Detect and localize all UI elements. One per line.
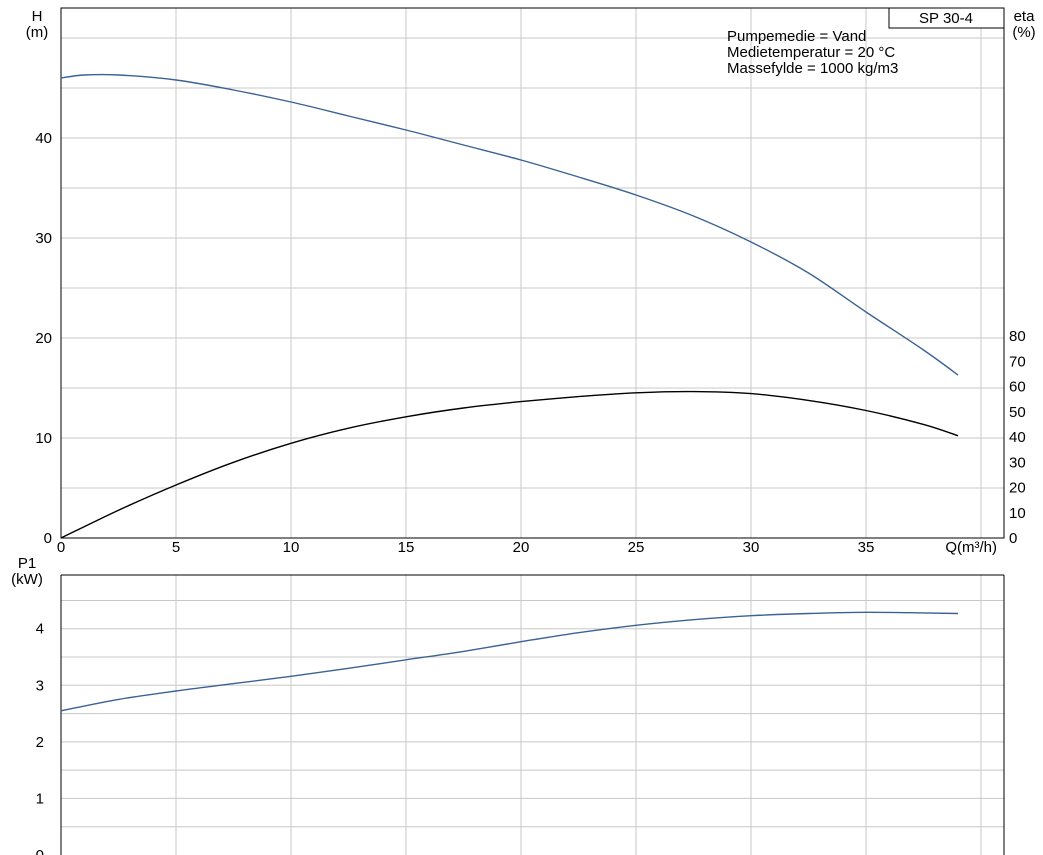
pump-model-tag — [888, 7, 1005, 29]
efficiency-curve — [60, 390, 959, 539]
power-tick-label: 3 — [36, 677, 44, 694]
flow-axis-label: Q(m³/h) — [945, 539, 997, 556]
flow-tick-label: 0 — [57, 539, 65, 556]
legend-medium: Pumpemedie = Vand — [727, 28, 866, 45]
flow-tick-label: 25 — [628, 539, 645, 556]
efficiency-tick-label: 50 — [1009, 404, 1026, 421]
efficiency-axis-unit: (%) — [1012, 24, 1035, 41]
pump-model-label: SP 30-4 — [919, 10, 973, 27]
efficiency-tick-label: 30 — [1009, 454, 1026, 471]
power-series — [60, 611, 959, 712]
head-grid — [61, 8, 1004, 538]
legend-density: Massefylde = 1000 kg/m3 — [727, 60, 898, 77]
head-tick-label: 0 — [44, 530, 52, 547]
efficiency-axis-ticks: 0 10 20 30 40 50 60 70 80 — [1009, 328, 1026, 547]
flow-tick-label: 35 — [858, 539, 875, 556]
flow-tick-label: 20 — [513, 539, 530, 556]
head-tick-label: 20 — [35, 330, 52, 347]
flow-axis-ticks: 0 5 10 15 20 25 30 35 — [57, 539, 875, 556]
head-efficiency-series — [60, 73, 959, 539]
efficiency-tick-label: 10 — [1009, 505, 1026, 522]
head-axis-ticks: 0 10 20 30 40 — [35, 130, 52, 547]
efficiency-axis-label: eta — [1014, 8, 1036, 25]
efficiency-tick-label: 40 — [1009, 429, 1026, 446]
power-tick-label: 1 — [36, 790, 44, 807]
power-tick-label: 2 — [36, 734, 44, 751]
head-tick-label: 40 — [35, 130, 52, 147]
power-tick-label: 0 — [36, 847, 44, 855]
legend-temperature: Medietemperatur = 20 °C — [727, 44, 895, 61]
power-panel: 0 1 2 3 4 P1 (kW) — [11, 555, 1005, 855]
efficiency-tick-label: 20 — [1009, 480, 1026, 497]
efficiency-tick-label: 0 — [1009, 530, 1017, 547]
head-plot-frame — [60, 7, 1005, 539]
power-axis-ticks: 0 1 2 3 4 — [36, 621, 44, 855]
head-tick-label: 30 — [35, 230, 52, 247]
power-axis-label: P1 — [18, 555, 36, 572]
flow-tick-label: 15 — [398, 539, 415, 556]
power-axis-unit: (kW) — [11, 571, 43, 588]
head-curve — [60, 73, 959, 376]
power-grid — [61, 575, 1004, 855]
head-efficiency-panel: 0 10 20 30 40 0 10 20 30 40 50 60 70 80 0 5 10 15 20 25 30… — [26, 7, 1036, 556]
efficiency-tick-label: 80 — [1009, 328, 1026, 345]
power-tick-label: 4 — [36, 621, 44, 638]
flow-tick-label: 10 — [283, 539, 300, 556]
head-axis-label: H — [32, 8, 43, 25]
efficiency-tick-label: 70 — [1009, 353, 1026, 370]
power-curve — [60, 611, 959, 712]
head-axis-unit: (m) — [26, 24, 49, 41]
flow-tick-label: 5 — [172, 539, 180, 556]
efficiency-tick-label: 60 — [1009, 379, 1026, 396]
flow-tick-label: 30 — [743, 539, 760, 556]
head-tick-label: 10 — [35, 430, 52, 447]
